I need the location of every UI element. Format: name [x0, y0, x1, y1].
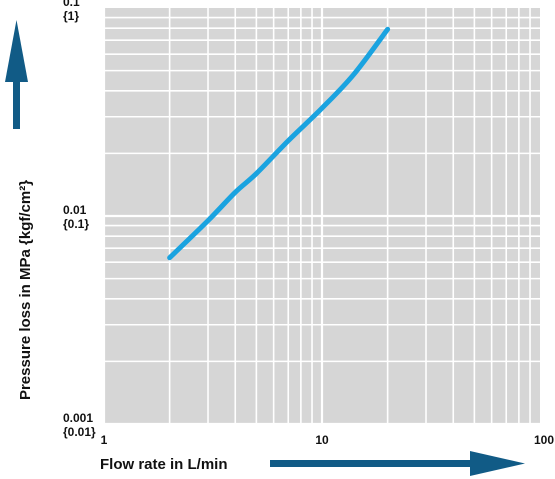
y-tick-label: 0.01 — [63, 203, 87, 217]
x-axis-arrow — [270, 451, 525, 476]
x-arrow-head — [470, 451, 525, 476]
y-axis-arrow — [5, 20, 28, 129]
grid — [102, 8, 540, 426]
y-tick-sublabel: {0.01} — [63, 425, 96, 439]
x-tick-label: 100 — [534, 433, 554, 447]
series-line — [167, 26, 391, 261]
y-arrow-shaft — [13, 82, 20, 129]
y-tick-labels: 0.1{1} 0.01{0.1} 0.001{0.01} — [63, 0, 96, 439]
x-tick-labels: 1 10 100 — [101, 433, 555, 447]
y-tick-label: 0.1 — [63, 0, 80, 9]
y-tick-sublabel: {0.1} — [63, 217, 89, 231]
x-tick-label: 10 — [315, 433, 329, 447]
y-axis-title: Pressure loss in MPa {kgf/cm²} — [17, 180, 34, 400]
x-tick-label: 1 — [101, 433, 108, 447]
x-arrow-shaft — [270, 460, 470, 467]
series-layer — [167, 26, 391, 261]
x-axis-title: Flow rate in L/min — [100, 456, 228, 473]
y-tick-sublabel: {1} — [63, 9, 79, 23]
y-arrow-head — [5, 20, 28, 82]
y-tick-label: 0.001 — [63, 411, 93, 425]
